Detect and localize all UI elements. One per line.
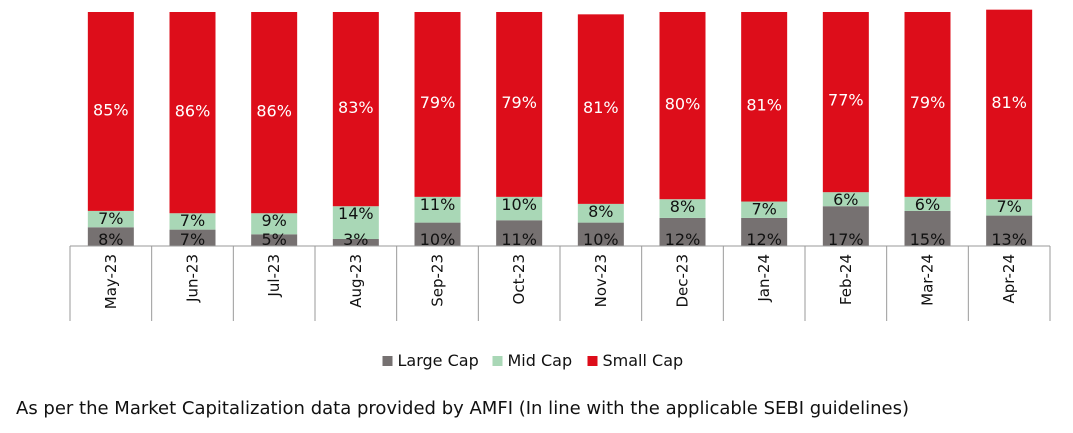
- data-label: 15%: [910, 230, 946, 249]
- bar-small-cap-oct-23: [496, 12, 543, 197]
- x-tick-label: Aug-23: [347, 254, 365, 308]
- bar-small-cap-jun-23: [169, 12, 216, 214]
- x-tick-label: Sep-23: [429, 254, 447, 307]
- bar-mid-cap-may-23: [87, 210, 134, 228]
- bar-large-cap-apr-24: [986, 215, 1033, 246]
- data-label: 7%: [98, 209, 123, 228]
- bar-mid-cap-jun-23: [169, 213, 216, 230]
- data-label: 13%: [991, 230, 1027, 249]
- data-label: 6%: [833, 190, 858, 209]
- data-label: 17%: [828, 230, 864, 249]
- data-label: 11%: [501, 230, 537, 249]
- data-label: 8%: [670, 197, 695, 216]
- bar-mid-cap-mar-24: [904, 196, 951, 211]
- bar-large-cap-oct-23: [496, 220, 543, 246]
- data-label: 10%: [583, 230, 619, 249]
- legend-swatch: [587, 356, 598, 366]
- bar-mid-cap-feb-24: [822, 192, 869, 207]
- data-label: 83%: [338, 98, 374, 117]
- bar-mid-cap-sep-23: [414, 196, 461, 223]
- data-label: 86%: [175, 102, 211, 121]
- data-label: 12%: [665, 230, 701, 249]
- legend: Large Cap Mid Cap Small Cap: [382, 351, 684, 370]
- data-label: 11%: [420, 195, 456, 214]
- x-tick-label: Jun-23: [184, 254, 202, 303]
- data-label: 7%: [996, 197, 1021, 216]
- data-label: 86%: [256, 102, 292, 121]
- data-label: 79%: [910, 93, 946, 112]
- bar-small-cap-nov-23: [577, 14, 624, 204]
- bar-mid-cap-apr-24: [986, 199, 1033, 216]
- stacked-bar-chart: 8%7%85%7%7%86%5%9%86%3%14%83%10%11%79%11…: [69, 9, 1051, 370]
- bar-mid-cap-nov-23: [577, 203, 624, 223]
- bars-group: [87, 9, 1033, 246]
- data-label: 10%: [501, 195, 537, 214]
- data-label: 81%: [746, 96, 782, 115]
- data-label: 5%: [261, 230, 286, 249]
- bar-large-cap-jun-23: [169, 229, 216, 246]
- bar-large-cap-dec-23: [659, 217, 706, 246]
- legend-label: Large Cap: [398, 351, 479, 370]
- bar-large-cap-may-23: [87, 227, 134, 246]
- bar-small-cap-may-23: [87, 12, 134, 211]
- bar-mid-cap-jul-23: [251, 213, 298, 235]
- legend-swatch: [382, 356, 393, 366]
- footnote: As per the Market Capitalization data pr…: [16, 398, 909, 419]
- legend-swatch: [492, 356, 503, 366]
- legend-label: Small Cap: [603, 351, 684, 370]
- data-label: 7%: [751, 200, 776, 219]
- x-tick-label: May-23: [102, 254, 120, 309]
- x-tick-label: Nov-23: [592, 254, 610, 307]
- data-label: 8%: [588, 202, 613, 221]
- bar-small-cap-aug-23: [332, 12, 379, 207]
- data-label: 9%: [261, 211, 286, 230]
- data-label: 80%: [665, 94, 701, 113]
- bar-small-cap-jul-23: [251, 12, 298, 214]
- bar-mid-cap-oct-23: [496, 196, 543, 221]
- x-tick-label: Oct-23: [510, 254, 528, 304]
- bar-small-cap-jan-24: [741, 12, 788, 202]
- data-label: 12%: [746, 230, 782, 249]
- bar-large-cap-jul-23: [251, 234, 298, 246]
- data-label: 79%: [420, 93, 456, 112]
- legend-label: Mid Cap: [508, 351, 573, 370]
- data-label: 8%: [98, 230, 123, 249]
- data-label: 85%: [93, 100, 129, 119]
- bar-small-cap-apr-24: [986, 9, 1033, 200]
- bar-large-cap-mar-24: [904, 210, 951, 246]
- data-label: 79%: [501, 93, 537, 112]
- data-label: 81%: [991, 93, 1027, 112]
- bar-large-cap-nov-23: [577, 222, 624, 246]
- bar-small-cap-sep-23: [414, 12, 461, 197]
- bar-mid-cap-dec-23: [659, 199, 706, 218]
- data-label: 81%: [583, 98, 619, 117]
- x-axis: May-23 Jun-23 Jul-23 Aug-23 Sep-23 Oct-23 Nov-…: [69, 245, 1051, 321]
- x-tick-label: Dec-23: [674, 254, 692, 308]
- bar-mid-cap-aug-23: [332, 206, 379, 239]
- bar-small-cap-feb-24: [822, 12, 869, 193]
- bar-large-cap-feb-24: [822, 206, 869, 246]
- bar-large-cap-jan-24: [741, 217, 788, 246]
- x-tick-label: Apr-24: [1000, 254, 1018, 304]
- bar-mid-cap-jan-24: [741, 201, 788, 218]
- data-label: 7%: [180, 211, 205, 230]
- bar-large-cap-aug-23: [332, 238, 379, 246]
- data-label: 6%: [915, 195, 940, 214]
- data-label: 7%: [180, 230, 205, 249]
- data-label: 14%: [338, 204, 374, 223]
- x-tick-label: Mar-24: [919, 254, 937, 306]
- data-label: 3%: [343, 230, 368, 249]
- bar-large-cap-sep-23: [414, 222, 461, 246]
- x-tick-label: Jul-23: [265, 254, 283, 298]
- data-labels-group: 8%7%85%7%7%86%5%9%86%3%14%83%10%11%79%11…: [93, 91, 1027, 249]
- bar-small-cap-dec-23: [659, 12, 706, 200]
- data-label: 10%: [420, 230, 456, 249]
- data-label: 77%: [828, 91, 864, 110]
- bar-small-cap-mar-24: [904, 12, 951, 197]
- x-tick-label: Feb-24: [837, 254, 855, 305]
- x-tick-label: Jan-24: [755, 254, 773, 303]
